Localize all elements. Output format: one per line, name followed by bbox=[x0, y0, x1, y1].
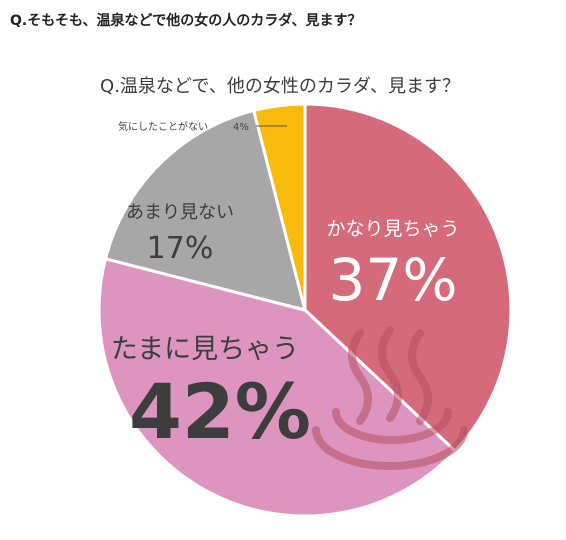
pie-chart: Q.温泉などで、他の女性のカラダ、見ます？ かなり見ちゃう37%たまに見ちゃう4… bbox=[97, 76, 513, 518]
slice-value: 37% bbox=[329, 246, 458, 314]
slice-label: あまり見ない bbox=[126, 202, 234, 223]
chart-title: Q.温泉などで、他の女性のカラダ、見ます？ bbox=[100, 76, 460, 97]
chart-figure: Q.温泉などで、他の女性のカラダ、見ます？ かなり見ちゃう 37% たまに見ちゃう 4… bbox=[30, 40, 555, 540]
pie-slice bbox=[251, 102, 307, 311]
pie-slices bbox=[97, 102, 513, 518]
slice-label: たまに見ちゃう bbox=[111, 334, 299, 365]
slice-label: 気にしたことがない bbox=[118, 120, 208, 133]
page-heading: Q.そもそも、温泉などで他の女の人のカラダ、見ます？ bbox=[10, 13, 362, 29]
slice-value: 42% bbox=[129, 367, 311, 456]
slice-value: 4% bbox=[233, 122, 249, 133]
slice-label: かなり見ちゃう bbox=[326, 218, 459, 240]
pie-slice bbox=[103, 108, 308, 313]
slice-value: 17% bbox=[147, 231, 214, 266]
hot-spring-icon bbox=[312, 326, 468, 470]
pie-slice bbox=[97, 256, 458, 518]
pie-slice bbox=[303, 102, 513, 454]
